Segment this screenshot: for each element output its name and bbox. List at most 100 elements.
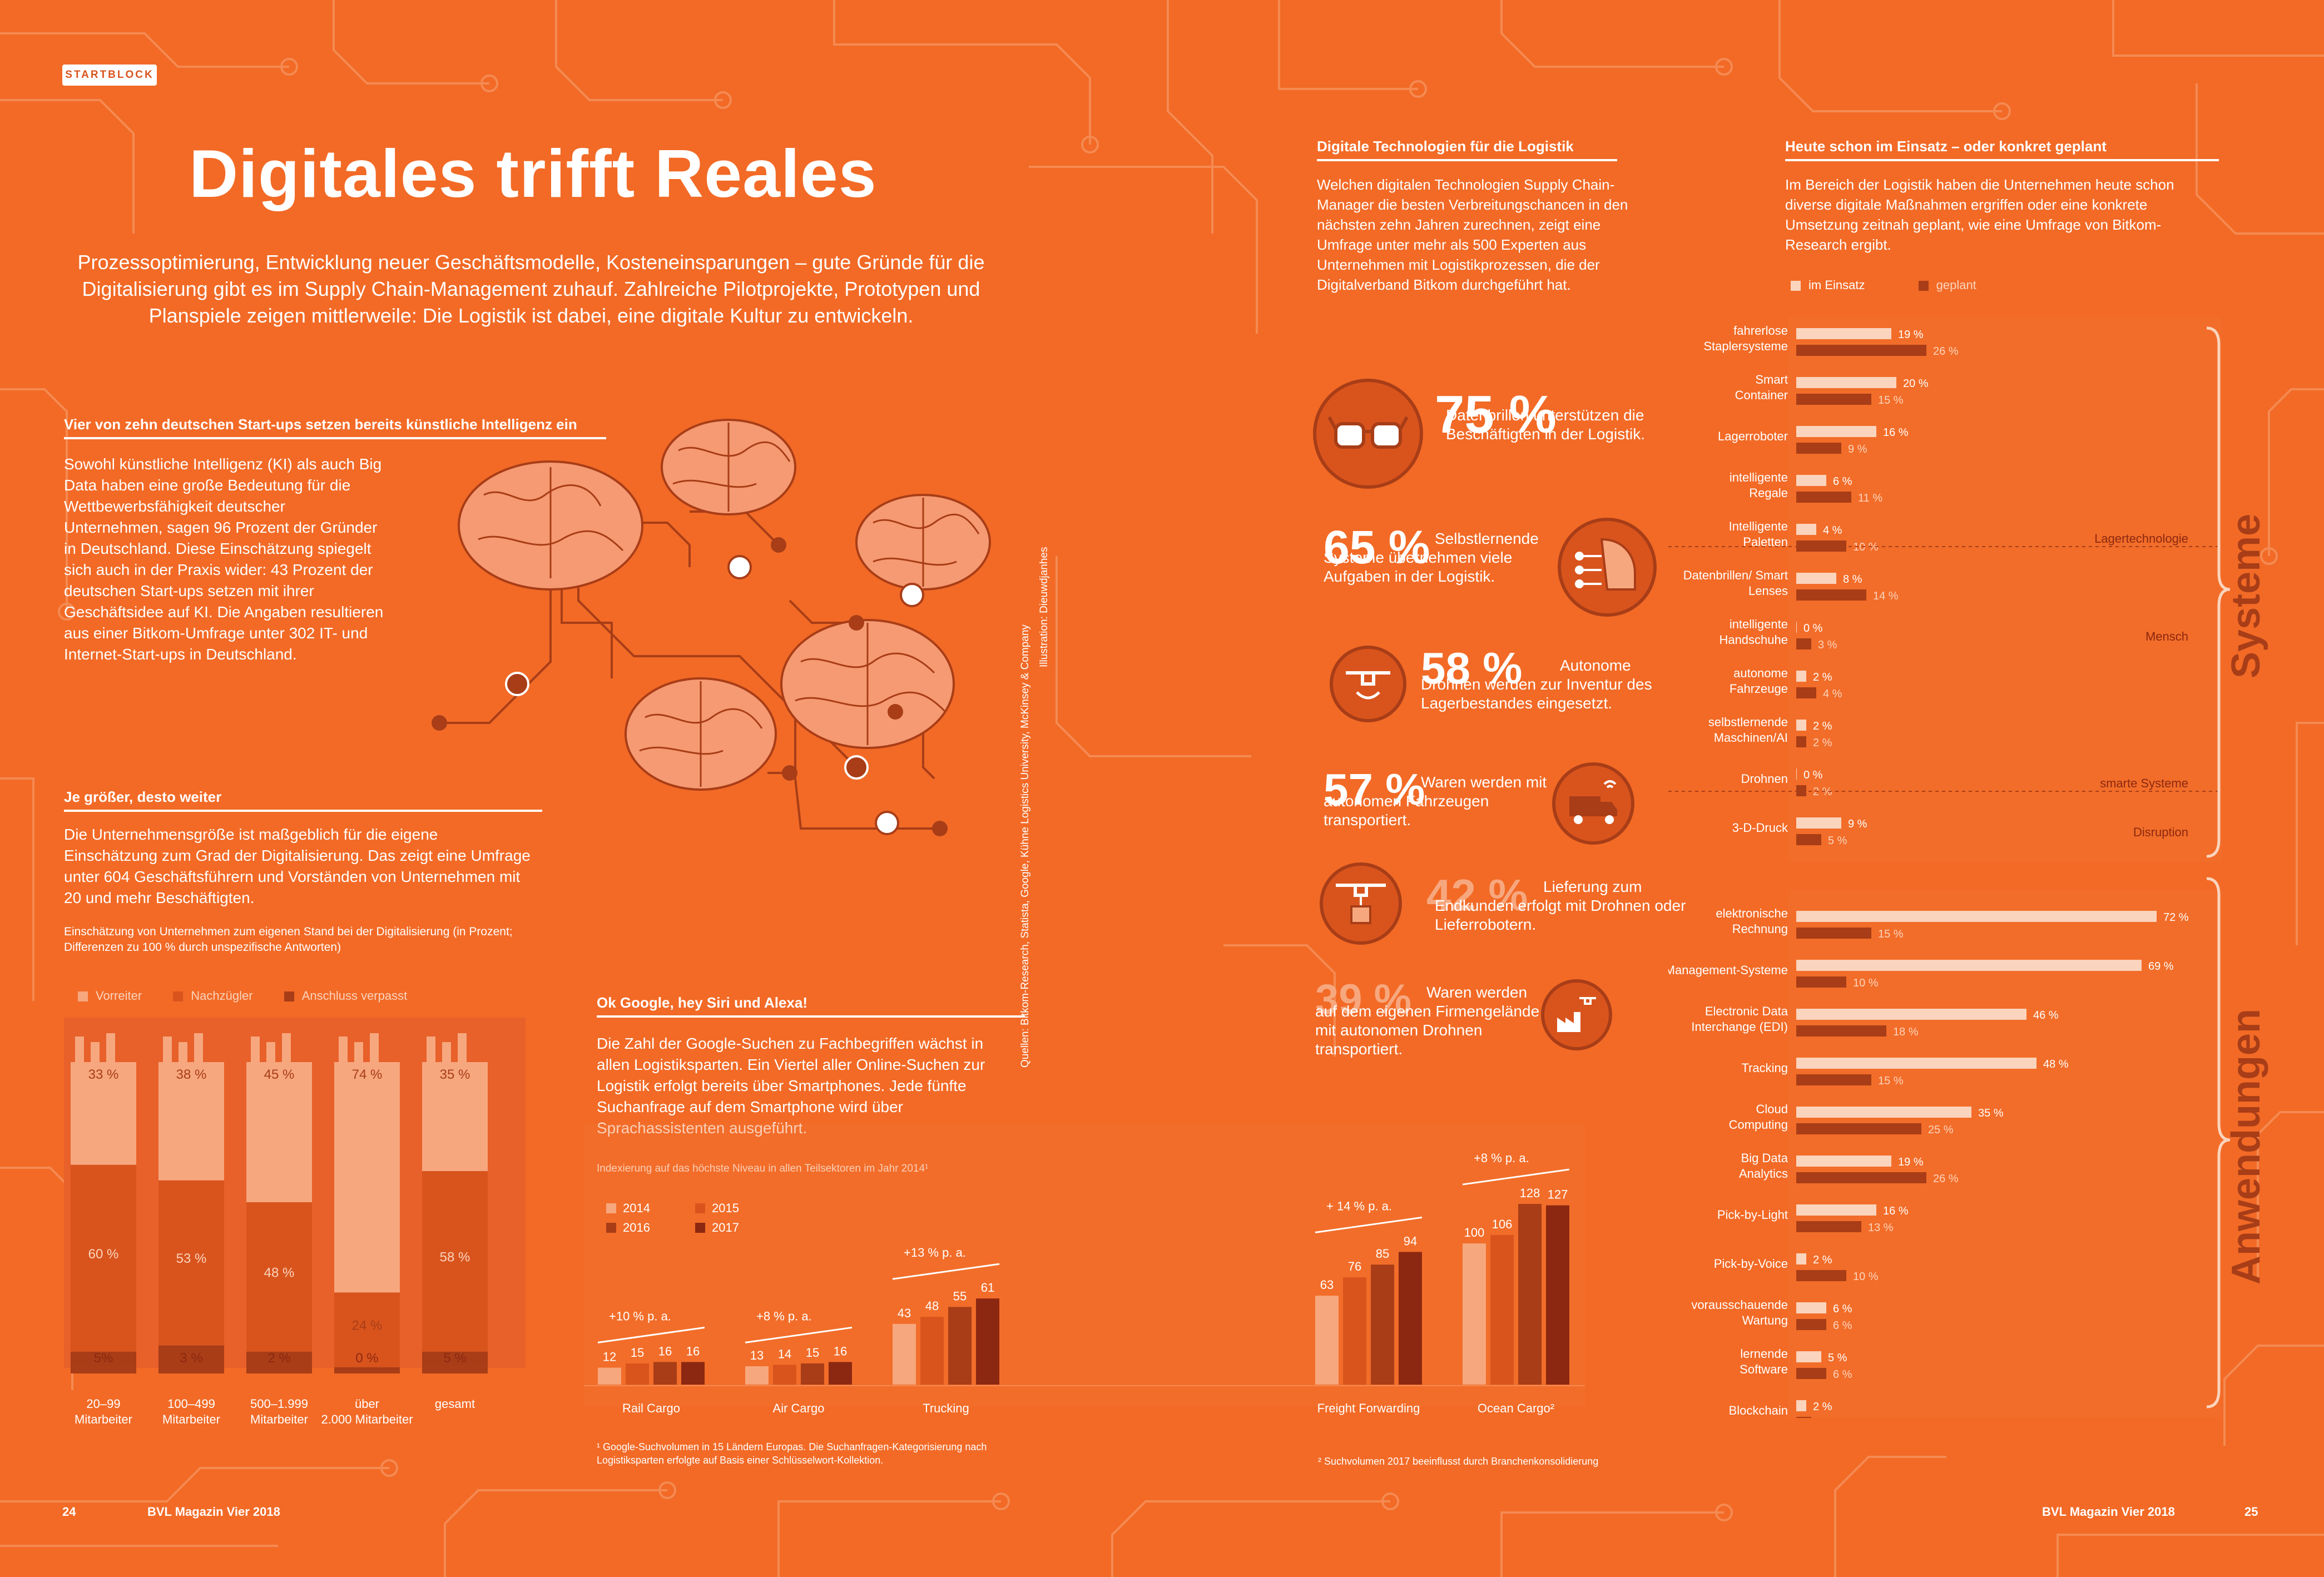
bar-im-einsatz bbox=[1796, 1107, 1971, 1118]
bar-geplant bbox=[1796, 785, 1806, 796]
bar bbox=[893, 1323, 916, 1385]
category-label: Mitarbeiter bbox=[75, 1412, 132, 1426]
bar-geplant bbox=[1796, 1123, 1921, 1134]
data-label: 26 % bbox=[1933, 345, 1959, 358]
bar-geplant bbox=[1796, 1172, 1926, 1183]
bar bbox=[1343, 1277, 1366, 1385]
bar-geplant bbox=[1796, 687, 1816, 698]
stat-percent: 75 % bbox=[1435, 385, 1557, 444]
page-number-left: 24 bbox=[62, 1505, 76, 1519]
data-label: 128 bbox=[1520, 1186, 1540, 1200]
data-label: 61 bbox=[981, 1281, 994, 1295]
bar-category-label: Rechnung bbox=[1732, 922, 1788, 936]
google-footnote-2: ² Suchvolumen 2017 beeinflusst durch Bra… bbox=[1318, 1456, 1599, 1467]
data-label: 9 % bbox=[1848, 818, 1867, 830]
bar-chimney bbox=[179, 1042, 187, 1062]
data-label: 43 bbox=[898, 1306, 911, 1320]
bar-im-einsatz bbox=[1796, 328, 1891, 339]
category-label: Freight Forwarding bbox=[1317, 1401, 1420, 1415]
data-label: 46 % bbox=[2033, 1009, 2059, 1021]
illustration-credit: Illustration: Dieuwdjanhes bbox=[1038, 547, 1050, 667]
bar bbox=[1399, 1252, 1422, 1385]
bar-geplant bbox=[1796, 540, 1846, 552]
legend-label: 2014 bbox=[623, 1201, 650, 1215]
category-label: gesamt bbox=[435, 1397, 475, 1411]
category-label: Air Cargo bbox=[773, 1401, 825, 1415]
legend-label: 2016 bbox=[623, 1221, 650, 1234]
bar-im-einsatz bbox=[1796, 768, 1797, 780]
legend-label: Nachzügler bbox=[191, 989, 253, 1003]
bar-segment bbox=[422, 1351, 488, 1367]
magazine-name-right: BVL Magazin Vier 2018 bbox=[2042, 1505, 2175, 1519]
growth-arrow bbox=[892, 1263, 1000, 1280]
bar-category-label: elektronische bbox=[1716, 906, 1788, 920]
group-brackets bbox=[2206, 326, 2231, 1409]
stat-percent: 58 % bbox=[1421, 643, 1523, 693]
stat-percent: 42 % bbox=[1426, 870, 1528, 920]
data-label: 94 bbox=[1404, 1234, 1417, 1248]
bar-chimney bbox=[194, 1033, 203, 1062]
data-label: 2 % bbox=[1813, 1401, 1832, 1413]
google-footnote-1: ¹ Google-Suchvolumen in 15 Ländern Europ… bbox=[597, 1441, 987, 1466]
data-label: 15 bbox=[631, 1346, 644, 1360]
bar-category-label: intelligente bbox=[1730, 470, 1788, 484]
stat-text: Autonome Drohnen werden zur Inventur des… bbox=[1421, 657, 1652, 712]
legend-label: im Einsatz bbox=[1808, 278, 1865, 292]
data-label: 100 bbox=[1464, 1226, 1485, 1239]
drone-icon bbox=[1330, 646, 1406, 722]
bar-category-label: vorausschauende bbox=[1691, 1298, 1788, 1312]
growth-arrow bbox=[745, 1326, 853, 1343]
bar-im-einsatz bbox=[1796, 1058, 2036, 1069]
legend-label: 2015 bbox=[712, 1201, 739, 1215]
data-label: 20 % bbox=[1903, 378, 1929, 390]
stat-percent: 57 % bbox=[1324, 765, 1425, 814]
bar-im-einsatz bbox=[1796, 622, 1797, 633]
data-label: 2 % bbox=[1813, 1254, 1832, 1266]
data-label: 15 % bbox=[1878, 928, 1904, 940]
bar-category-label: Smart bbox=[1755, 373, 1788, 386]
data-label: 16 % bbox=[1883, 427, 1909, 439]
delivery-drone-icon bbox=[1320, 862, 1402, 945]
data-label: 60 % bbox=[88, 1247, 119, 1262]
data-label: 85 bbox=[1376, 1247, 1389, 1261]
bar-category-label: selbstlernende bbox=[1708, 715, 1788, 729]
bar bbox=[976, 1298, 999, 1385]
data-label: 25 % bbox=[1928, 1124, 1954, 1136]
intro-text: Prozessoptimierung, Entwicklung neuer Ge… bbox=[77, 251, 985, 327]
bar-segment bbox=[71, 1351, 136, 1367]
legend-swatch bbox=[1791, 281, 1801, 291]
bar-category-label: Interchange (EDI) bbox=[1691, 1020, 1788, 1034]
bar-segment bbox=[422, 1171, 488, 1352]
ki-section-text: Sowohl künstliche Intelligenz (KI) als a… bbox=[64, 455, 384, 663]
data-label: 16 bbox=[834, 1344, 847, 1358]
bar-category-label: 3-D-Druck bbox=[1732, 821, 1788, 835]
bar-geplant bbox=[1796, 1025, 1886, 1037]
data-label: 48 % bbox=[2043, 1058, 2069, 1070]
growth-arrow bbox=[1462, 1168, 1570, 1186]
data-label: 6 % bbox=[1833, 1320, 1852, 1332]
bar-im-einsatz bbox=[1796, 911, 2157, 922]
bar-category-label: Software bbox=[1740, 1362, 1788, 1376]
bar-chimney bbox=[458, 1033, 467, 1062]
category-label: Mitarbeiter bbox=[250, 1412, 308, 1426]
bar-segment bbox=[71, 1164, 136, 1352]
factory-drone-icon bbox=[1541, 979, 1612, 1050]
data-label: 8 % bbox=[1843, 573, 1862, 586]
legend-swatch bbox=[606, 1203, 616, 1213]
growth-label: + 14 % p. a. bbox=[1326, 1199, 1392, 1213]
data-label: 14 % bbox=[1873, 590, 1899, 602]
bar bbox=[1463, 1243, 1486, 1385]
data-label: 72 % bbox=[2163, 911, 2189, 924]
category-label: 100–499 bbox=[167, 1397, 215, 1411]
bar-segment bbox=[246, 1351, 312, 1358]
data-label: 58 % bbox=[440, 1249, 470, 1264]
category-label: Rail Cargo bbox=[622, 1401, 680, 1415]
bar-im-einsatz bbox=[1796, 720, 1806, 731]
data-label: 12 bbox=[603, 1350, 616, 1364]
data-label: 10 % bbox=[1853, 541, 1879, 553]
legend-swatch bbox=[695, 1203, 705, 1213]
bar-category-label: lernende bbox=[1740, 1347, 1788, 1361]
bar-category-label: Intelligente bbox=[1729, 519, 1788, 533]
data-label: 5 % bbox=[1828, 835, 1847, 847]
stat-text: Lieferung zum Endkunden erfolgt mit Droh… bbox=[1435, 878, 1686, 933]
